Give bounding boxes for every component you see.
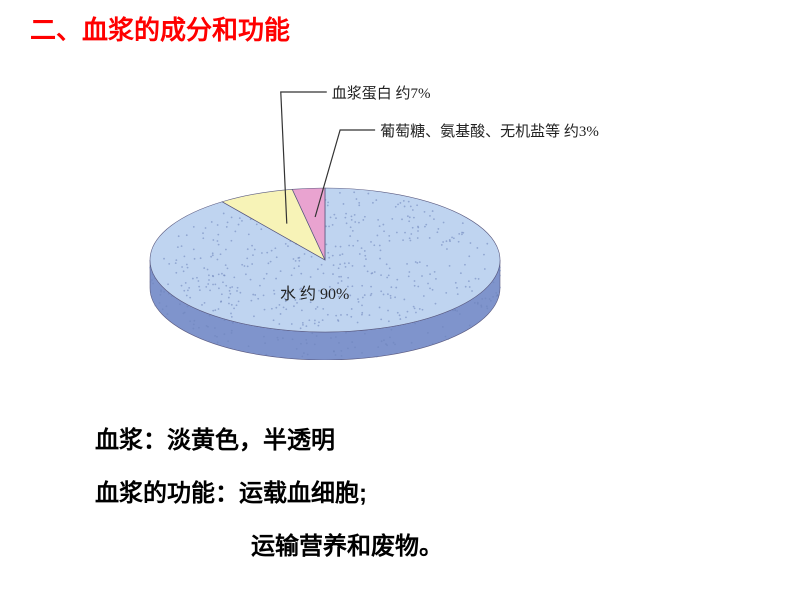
plasma-pie-chart: 血浆蛋白 约7% 葡萄糖、氨基酸、无机盐等 约3% 水 约 90% — [130, 70, 660, 360]
label-protein: 血浆蛋白 约7% — [332, 82, 431, 103]
desc-function: 血浆的功能：运载血细胞; — [95, 473, 443, 508]
label-other: 葡萄糖、氨基酸、无机盐等 约3% — [380, 120, 599, 141]
desc-appearance: 血浆：淡黄色，半透明 — [95, 420, 443, 455]
desc-function-label: 血浆的功能： — [95, 480, 239, 507]
description-block: 血浆：淡黄色，半透明 血浆的功能：运载血细胞; 运输营养和废物。 — [95, 420, 443, 561]
pie-svg — [130, 70, 660, 360]
section-title: 二、血浆的成分和功能 — [30, 10, 290, 47]
label-water: 水 约 90% — [280, 280, 349, 304]
desc-function-b: 运输营养和废物。 — [95, 526, 443, 561]
desc-function-a: 运载血细胞; — [239, 480, 367, 507]
